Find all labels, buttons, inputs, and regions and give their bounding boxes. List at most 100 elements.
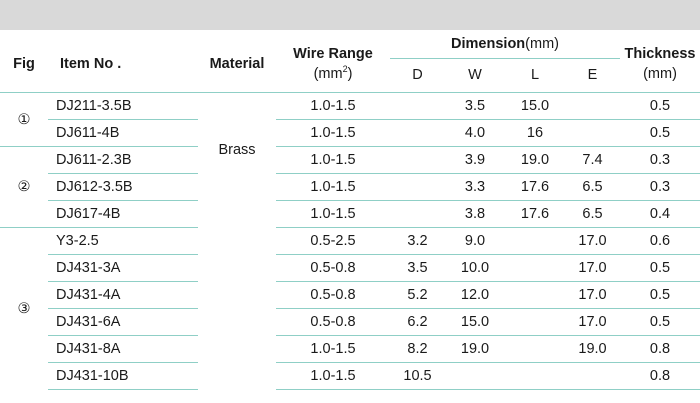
dim-l-cell xyxy=(505,281,565,309)
dim-w-cell: 4.0 xyxy=(445,119,505,147)
dim-e-cell xyxy=(565,92,621,120)
table-body: ① DJ211-3.5B Brass 1.0-1.5 3.5 15.0 0.5 DJ611-4… xyxy=(0,92,700,390)
header-dimension: Dimension(mm) xyxy=(451,36,559,52)
dim-d-cell xyxy=(390,200,445,228)
dim-e-cell: 19.0 xyxy=(565,335,621,363)
table-row: DJ431-3A 0.5-0.8 3.5 10.0 17.0 0.5 xyxy=(0,254,700,282)
dim-w-cell: 19.0 xyxy=(445,335,505,363)
thickness-cell: 0.8 xyxy=(620,335,700,363)
wire-range-cell: 1.0-1.5 xyxy=(276,119,390,147)
dim-e-cell: 6.5 xyxy=(565,200,621,228)
dim-l-cell xyxy=(505,227,565,255)
table-row: DJ617-4B 1.0-1.5 3.8 17.6 6.5 0.4 xyxy=(0,200,700,228)
table-row: ① DJ211-3.5B Brass 1.0-1.5 3.5 15.0 0.5 xyxy=(0,92,700,390)
wire-range-cell: 1.0-1.5 xyxy=(276,335,390,363)
dim-e-cell xyxy=(565,119,621,147)
thickness-cell: 0.5 xyxy=(620,92,700,120)
table-row: DJ611-4B 1.0-1.5 4.0 16 0.5 xyxy=(0,119,700,147)
dim-w-cell: 15.0 xyxy=(445,308,505,336)
dim-d-cell: 6.2 xyxy=(390,308,445,336)
dim-e-cell: 17.0 xyxy=(565,281,621,309)
material-cell: Brass xyxy=(198,92,276,390)
dim-l-cell: 15.0 xyxy=(505,92,565,120)
dim-l-cell xyxy=(505,254,565,282)
fig-number: ② xyxy=(0,146,48,228)
dim-d-cell: 3.2 xyxy=(390,227,445,255)
item-no-cell: DJ431-10B xyxy=(48,362,198,390)
dim-w-cell: 3.3 xyxy=(445,173,505,201)
item-no-cell: DJ611-2.3B xyxy=(48,146,198,174)
dim-w-cell: 3.5 xyxy=(445,92,505,120)
item-no-cell: DJ211-3.5B xyxy=(48,92,198,120)
header-thickness: Thickness (mm) xyxy=(624,46,696,82)
dim-e-cell: 17.0 xyxy=(565,227,621,255)
wire-range-cell: 1.0-1.5 xyxy=(276,200,390,228)
item-no-cell: Y3-2.5 xyxy=(48,227,198,255)
item-no-cell: DJ617-4B xyxy=(48,200,198,228)
dim-d-cell xyxy=(390,119,445,147)
table-row: ③ Y3-2.5 0.5-2.5 3.2 9.0 17.0 0.6 xyxy=(0,227,700,390)
table-row: DJ431-6A 0.5-0.8 6.2 15.0 17.0 0.5 xyxy=(0,308,700,336)
table-row: DJ612-3.5B 1.0-1.5 3.3 17.6 6.5 0.3 xyxy=(0,173,700,201)
dim-d-cell xyxy=(390,146,445,174)
header-dim-w: W xyxy=(445,58,505,93)
item-no-cell: DJ612-3.5B xyxy=(48,173,198,201)
dim-d-cell xyxy=(390,92,445,120)
dim-e-cell: 17.0 xyxy=(565,308,621,336)
thickness-cell: 0.3 xyxy=(620,146,700,174)
dim-l-cell: 16 xyxy=(505,119,565,147)
wire-range-cell: 1.0-1.5 xyxy=(276,173,390,201)
dim-d-cell: 3.5 xyxy=(390,254,445,282)
header-dim-e: E xyxy=(565,58,621,93)
dim-e-cell: 17.0 xyxy=(565,254,621,282)
dim-e-cell: 6.5 xyxy=(565,173,621,201)
header-material: Material xyxy=(209,56,265,72)
dim-w-cell: 9.0 xyxy=(445,227,505,255)
thickness-cell: 0.6 xyxy=(620,227,700,255)
wire-range-cell: 0.5-0.8 xyxy=(276,308,390,336)
wire-range-cell: 1.0-1.5 xyxy=(276,146,390,174)
dim-d-cell: 8.2 xyxy=(390,335,445,363)
dim-d-cell: 10.5 xyxy=(390,362,445,390)
item-no-cell: DJ431-4A xyxy=(48,281,198,309)
dim-w-cell: 10.0 xyxy=(445,254,505,282)
dim-l-cell xyxy=(505,308,565,336)
wire-range-cell: 0.5-2.5 xyxy=(276,227,390,255)
dim-l-cell xyxy=(505,335,565,363)
dim-d-cell: 5.2 xyxy=(390,281,445,309)
dim-d-cell xyxy=(390,173,445,201)
dim-w-cell: 12.0 xyxy=(445,281,505,309)
table-row: ② DJ611-2.3B 1.0-1.5 3.9 19.0 7.4 0.3 xyxy=(0,146,700,228)
wire-range-unit: (mm2) xyxy=(313,64,353,82)
thickness-cell: 0.5 xyxy=(620,308,700,336)
thickness-cell: 0.4 xyxy=(620,200,700,228)
dim-l-cell: 19.0 xyxy=(505,146,565,174)
item-no-cell: DJ611-4B xyxy=(48,119,198,147)
wire-range-cell: 1.0-1.5 xyxy=(276,362,390,390)
thickness-cell: 0.5 xyxy=(620,281,700,309)
header-dim-l: L xyxy=(505,58,565,93)
dim-w-cell xyxy=(445,362,505,390)
spec-table: Fig Item No . Material Wire Range (mm2) … xyxy=(0,30,700,390)
item-no-cell: DJ431-8A xyxy=(48,335,198,363)
header-wire-range: Wire Range (mm2) xyxy=(276,30,390,93)
dim-e-cell xyxy=(565,362,621,390)
dim-w-cell: 3.9 xyxy=(445,146,505,174)
wire-range-cell: 0.5-0.8 xyxy=(276,281,390,309)
thickness-cell: 0.5 xyxy=(620,254,700,282)
table-row: DJ431-10B 1.0-1.5 10.5 0.8 xyxy=(0,362,700,390)
wire-range-cell: 1.0-1.5 xyxy=(276,92,390,120)
header-dim-d: D xyxy=(390,58,445,93)
dim-e-cell: 7.4 xyxy=(565,146,621,174)
item-no-cell: DJ431-3A xyxy=(48,254,198,282)
top-banner xyxy=(0,0,700,30)
table-row: DJ431-8A 1.0-1.5 8.2 19.0 19.0 0.8 xyxy=(0,335,700,363)
header-fig: Fig xyxy=(13,56,35,72)
dim-w-cell: 3.8 xyxy=(445,200,505,228)
fig-number: ① xyxy=(0,92,48,147)
thickness-cell: 0.3 xyxy=(620,173,700,201)
item-no-cell: DJ431-6A xyxy=(48,308,198,336)
dim-l-cell xyxy=(505,362,565,390)
table-row: DJ431-4A 0.5-0.8 5.2 12.0 17.0 0.5 xyxy=(0,281,700,309)
dim-l-cell: 17.6 xyxy=(505,173,565,201)
